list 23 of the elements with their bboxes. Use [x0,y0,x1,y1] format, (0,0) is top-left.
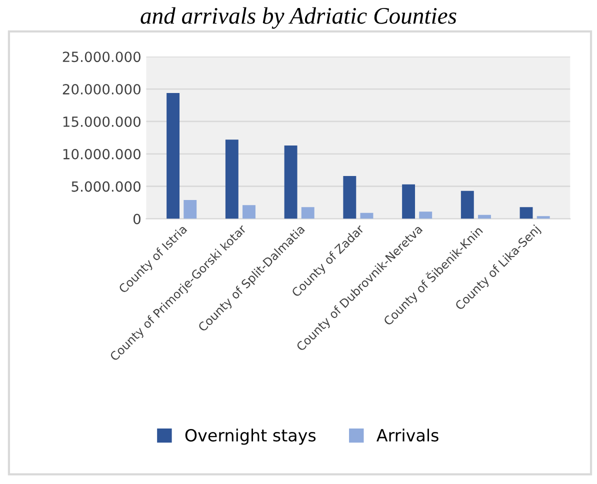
bar [536,216,550,219]
bar [360,212,374,219]
bar [166,92,180,219]
legend-label: Overnight stays [185,428,316,445]
bar [343,176,356,219]
bar [301,207,314,219]
bar [184,200,197,219]
bar [520,207,533,219]
bar [242,205,256,219]
bar [419,212,432,219]
legend-label: Arrivals [376,428,438,442]
bar [478,214,491,219]
y-tick-label: 0 [133,214,140,224]
bar [402,184,416,219]
chart-title: and arrivals by Adriatic Counties [140,7,456,29]
y-tick-label: 20.000.000 [62,84,140,95]
y-tick-label: 10.000.000 [63,148,140,160]
y-tick-label: 5.000.000 [72,181,140,192]
bar [225,140,238,219]
bar [460,190,474,219]
y-tick-label: 15.000.000 [63,116,140,127]
y-tick-label: 25.000.000 [62,52,140,62]
bar [284,145,298,219]
